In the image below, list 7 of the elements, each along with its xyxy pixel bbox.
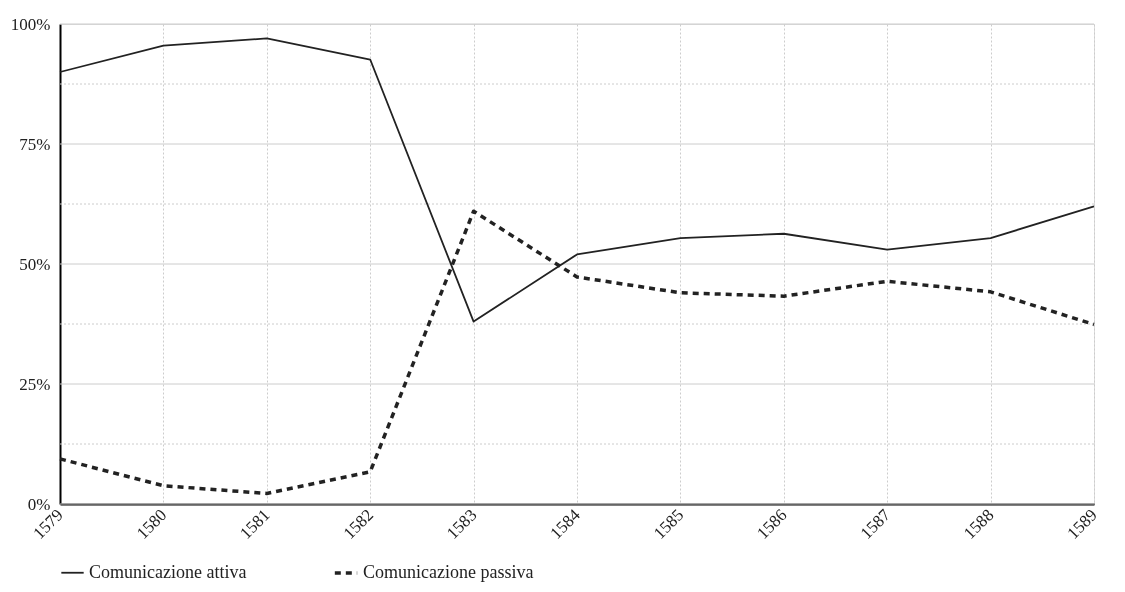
y-tick-label: 75% [19,134,51,154]
y-tick-label: 0% [27,494,51,514]
y-tick-label: 25% [19,374,51,394]
legend-label: Comunicazione passiva [363,562,534,582]
y-tick-label: 100% [10,14,51,34]
legend-label: Comunicazione attiva [89,561,247,582]
y-tick-label: 50% [19,254,51,274]
